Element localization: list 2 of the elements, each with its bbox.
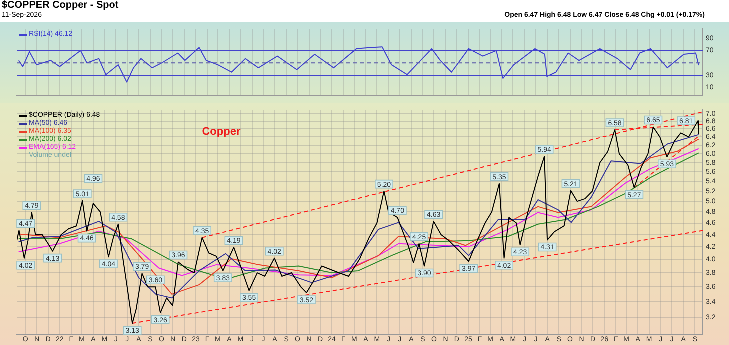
annotation: Copper (202, 126, 241, 138)
chart-title: $COPPER Copper - Spot (2, 0, 119, 11)
